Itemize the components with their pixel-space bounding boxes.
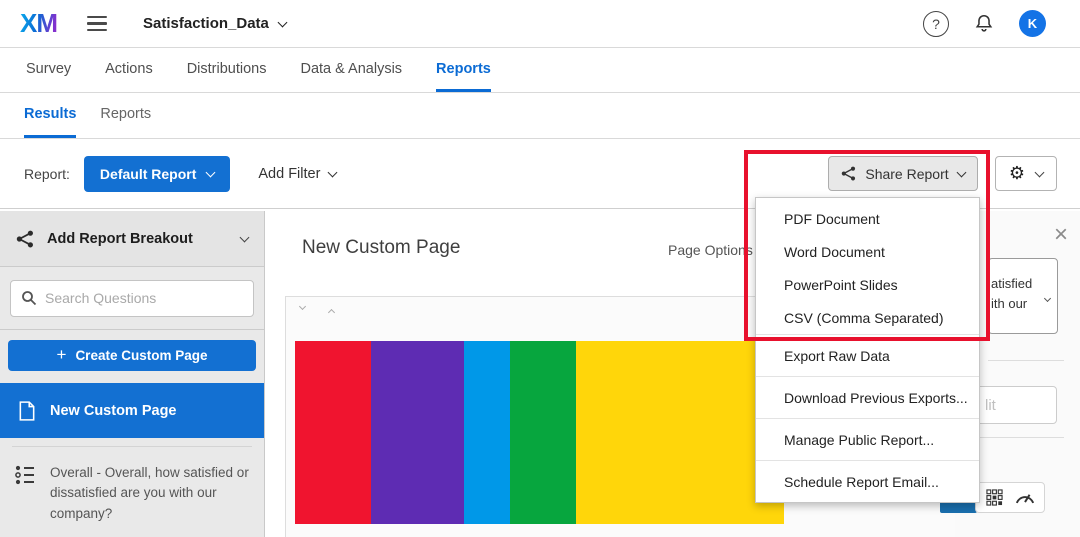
notifications-bell-icon[interactable] [973, 13, 995, 35]
page-item-label: New Custom Page [50, 402, 177, 419]
create-custom-page-button[interactable]: + Create Custom Page [8, 340, 256, 371]
search-input[interactable] [45, 290, 243, 306]
sidebar: Add Report Breakout + Create Custom Page [0, 211, 265, 537]
breakout-label: Add Report Breakout [47, 230, 193, 247]
subtab-results[interactable]: Results [24, 93, 77, 138]
question-select[interactable]: atisfied ith our [988, 258, 1058, 334]
question-select-text-line2: ith our [991, 296, 1028, 312]
sidebar-item-new-custom-page[interactable]: New Custom Page [0, 383, 264, 438]
report-toolbar: Report: Default Report Add Filter Share … [0, 139, 1080, 209]
menu-item-pdf[interactable]: PDF Document [784, 210, 880, 227]
gauge-chart-icon[interactable] [1015, 490, 1035, 505]
avatar[interactable]: K [1019, 10, 1046, 37]
subtab-reports[interactable]: Reports [100, 106, 152, 122]
share-report-button[interactable]: Share Report [828, 156, 978, 191]
chevron-down-icon [239, 232, 250, 242]
page-options-button[interactable]: Page Options [668, 242, 753, 258]
share-icon [841, 166, 856, 181]
panel-divider [962, 437, 1064, 438]
menu-item-download-previous-exports[interactable]: Download Previous Exports... [756, 376, 979, 418]
widget-move-controls [298, 302, 336, 317]
report-settings-button[interactable]: ⚙ [995, 156, 1057, 191]
sidebar-item-question[interactable]: Overall - Overall, how satisfied or diss… [0, 447, 264, 524]
avatar-initial: K [1027, 16, 1038, 31]
tab-actions[interactable]: Actions [105, 60, 153, 77]
chevron-down-icon [277, 17, 288, 27]
tab-reports[interactable]: Reports [436, 48, 491, 92]
default-report-label: Default Report [99, 165, 197, 182]
add-filter-dropdown[interactable]: Add Filter [258, 165, 338, 182]
menu-item-csv[interactable]: CSV (Comma Separated) [784, 309, 944, 326]
project-selector[interactable]: Satisfaction_Data [143, 15, 288, 32]
project-name: Satisfaction_Data [143, 15, 269, 32]
menu-item-export-raw-data[interactable]: Export Raw Data [756, 334, 979, 376]
search-box[interactable] [10, 279, 254, 317]
bar-segment-segment-4 [510, 341, 577, 524]
tab-data-analysis[interactable]: Data & Analysis [300, 60, 403, 77]
default-report-dropdown[interactable]: Default Report [83, 155, 231, 192]
chevron-down-icon [205, 167, 216, 177]
question-label: Overall - Overall, how satisfied or diss… [50, 465, 249, 521]
main-nav: Survey Actions Distributions Data & Anal… [0, 48, 1080, 93]
move-down-icon[interactable] [298, 302, 307, 311]
search-section [0, 267, 264, 330]
reports-subnav: Results Reports [0, 93, 1080, 139]
move-up-icon[interactable] [327, 308, 336, 317]
share-report-label: Share Report [865, 165, 949, 182]
bar-segment-segment-1 [295, 341, 371, 524]
chevron-down-icon [1034, 167, 1045, 177]
page-title: New Custom Page [302, 237, 461, 258]
share-report-menu: PDF Document Word Document PowerPoint Sl… [755, 197, 980, 503]
menu-item-word[interactable]: Word Document [784, 243, 885, 260]
chevron-down-icon [327, 167, 338, 177]
add-report-breakout[interactable]: Add Report Breakout [0, 211, 264, 267]
question-select-text-line1: atisfied [991, 276, 1033, 291]
chevron-down-icon [956, 167, 967, 177]
hamburger-menu-icon[interactable] [87, 15, 107, 32]
help-icon[interactable]: ? [923, 10, 949, 37]
create-page-label: Create Custom Page [75, 348, 208, 363]
page-icon [18, 400, 36, 421]
report-label: Report: [24, 165, 70, 182]
bar-segment-segment-2 [370, 341, 464, 524]
viz-type-buttons [975, 482, 1045, 513]
tab-distributions[interactable]: Distributions [186, 60, 267, 77]
help-glyph: ? [932, 15, 940, 32]
add-filter-label: Add Filter [258, 165, 321, 182]
bar-segment-segment-3 [463, 341, 511, 524]
xm-logo: XM [20, 8, 58, 38]
gear-icon: ⚙ [1008, 163, 1026, 183]
data-table-icon[interactable] [985, 489, 1003, 506]
bar-segment-extremely-satisfied [576, 341, 784, 524]
sidebar-divider [12, 446, 252, 447]
header-actions: ? K [923, 10, 1046, 37]
search-icon [21, 290, 37, 306]
menu-item-schedule-report-email[interactable]: Schedule Report Email... [756, 460, 979, 502]
question-list-icon [14, 463, 38, 524]
stacked-bar [295, 341, 784, 524]
top-bar: XM Satisfaction_Data ? K [0, 0, 1080, 48]
panel-divider [988, 360, 1064, 361]
menu-item-manage-public-report[interactable]: Manage Public Report... [756, 418, 979, 460]
create-page-section: + Create Custom Page [0, 330, 264, 383]
plus-icon: + [56, 344, 67, 364]
menu-item-powerpoint[interactable]: PowerPoint Slides [784, 276, 898, 293]
close-icon[interactable]: × [1053, 221, 1068, 248]
breakout-share-icon [16, 230, 34, 248]
tab-survey[interactable]: Survey [26, 60, 72, 77]
